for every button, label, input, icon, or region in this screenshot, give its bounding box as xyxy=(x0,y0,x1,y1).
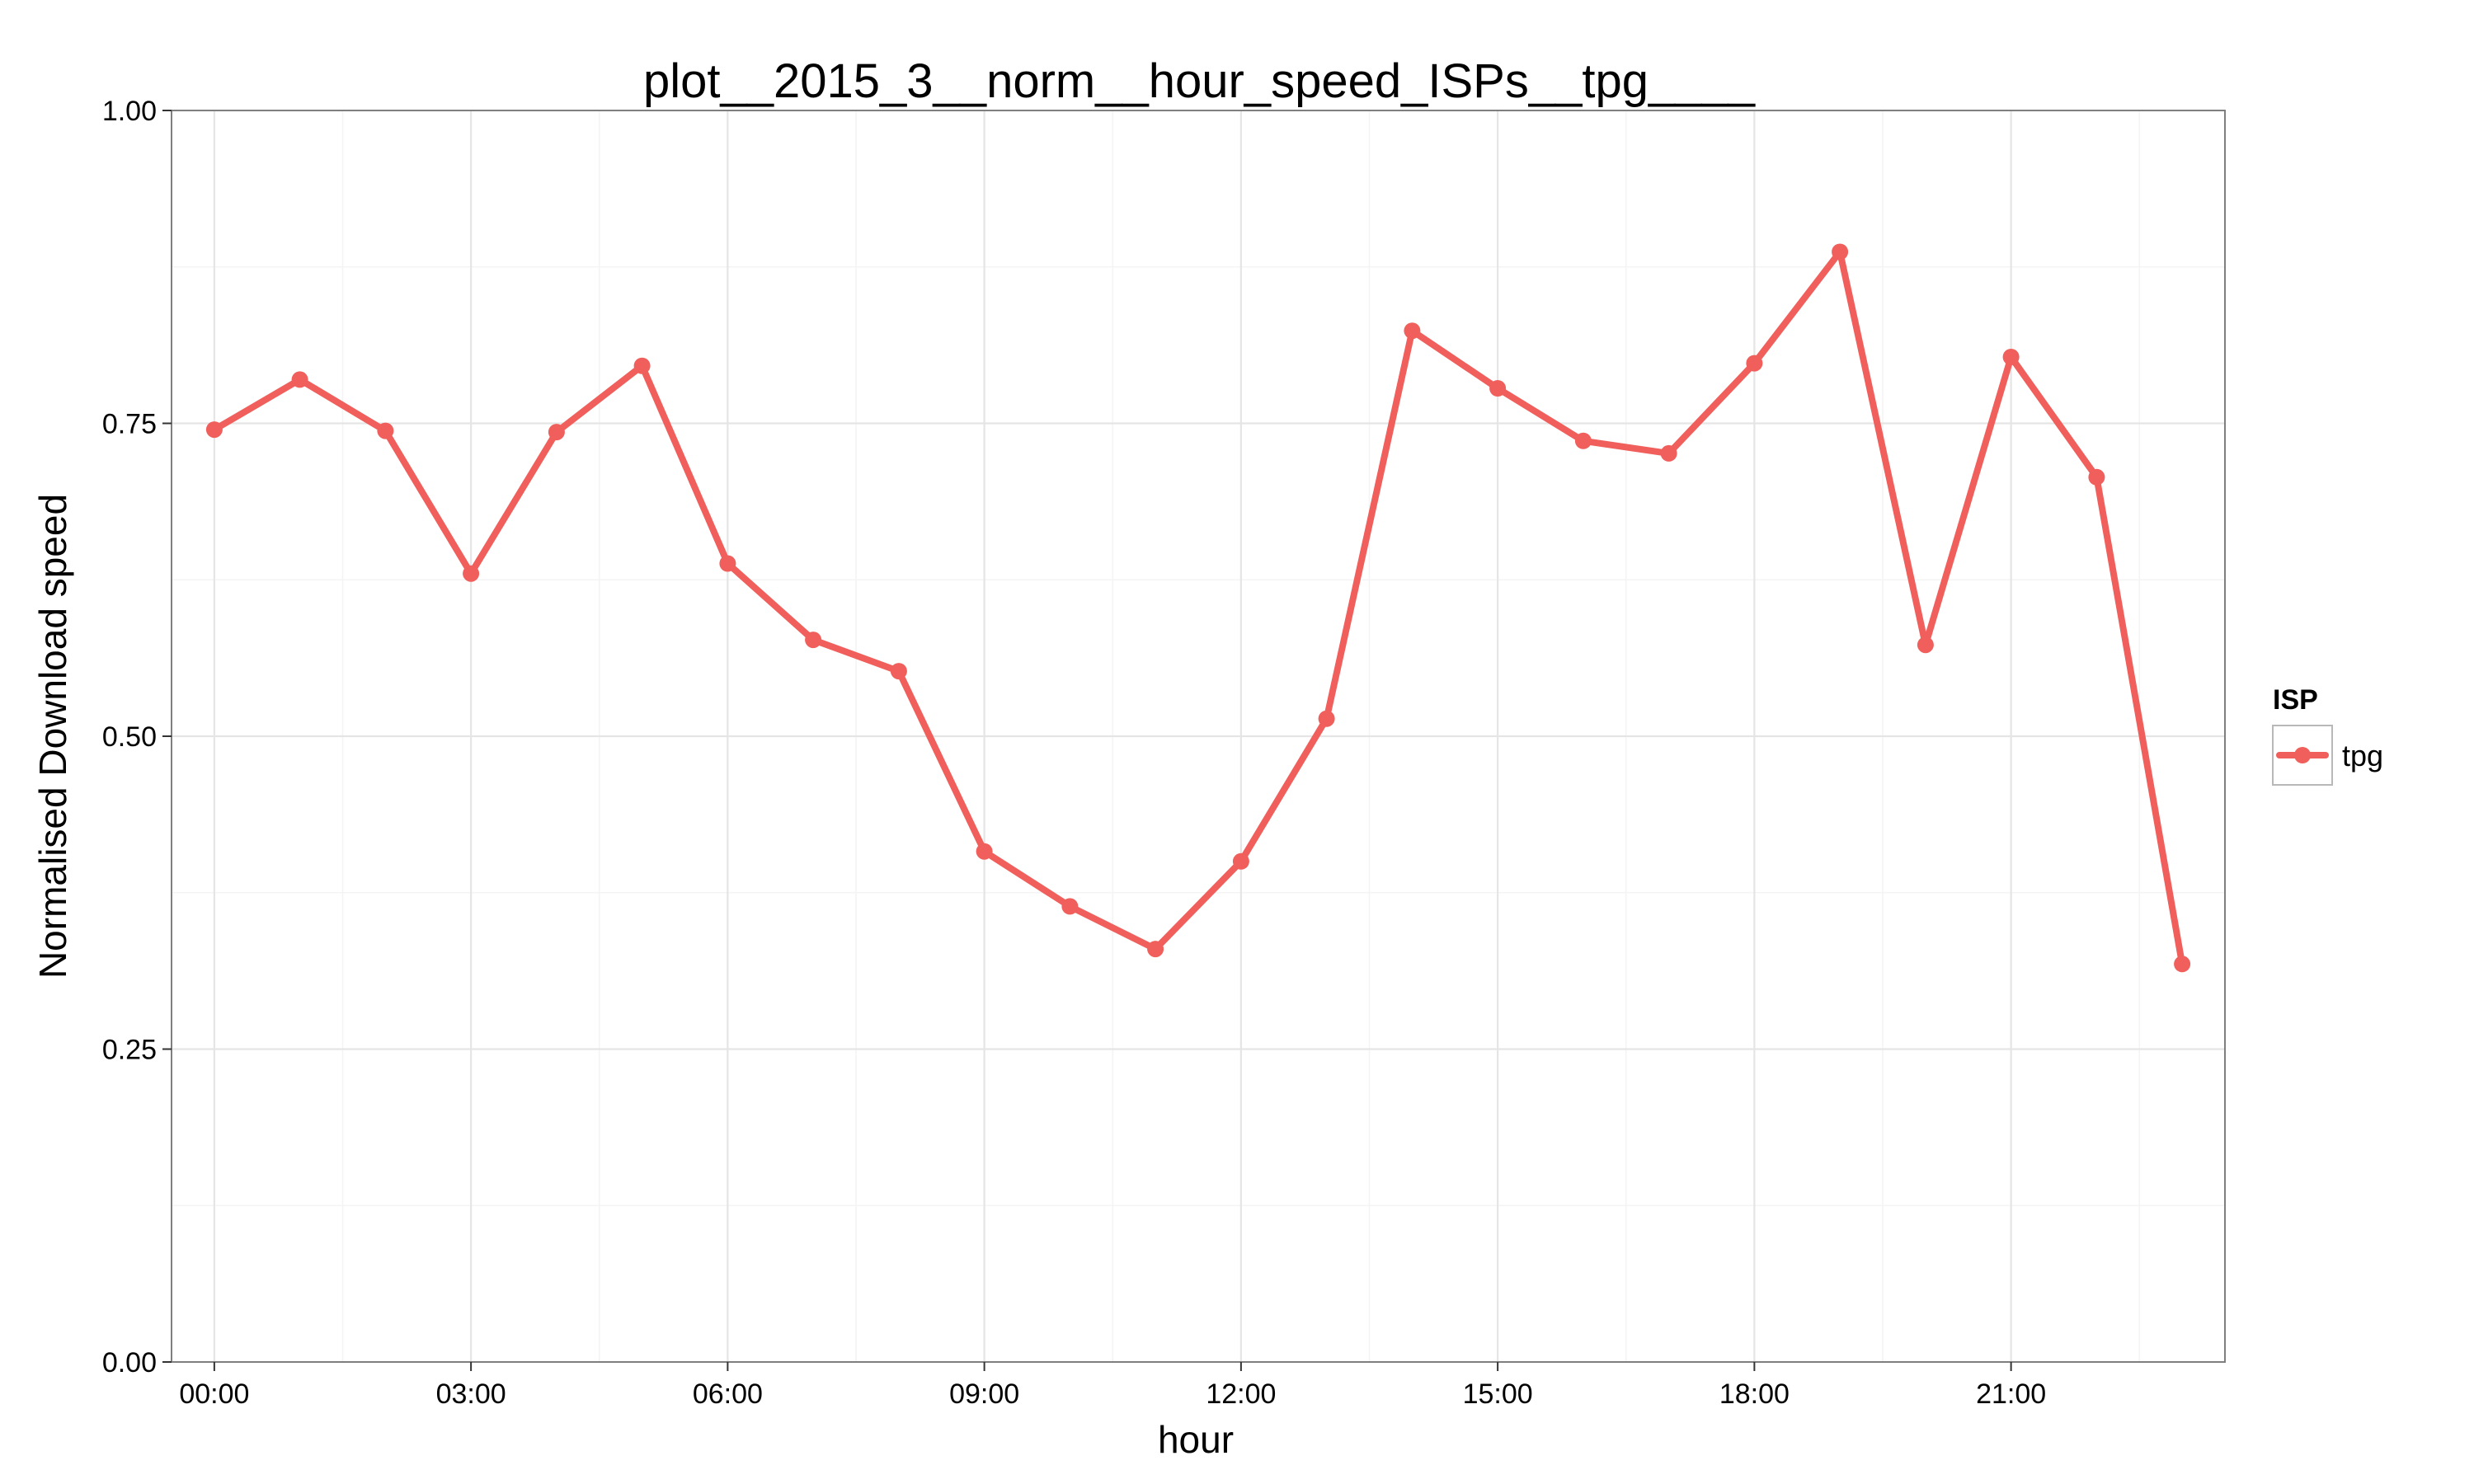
chart-title: plot__2015_3__norm__hour_speed_ISPs__tpg… xyxy=(643,54,1756,108)
data-point-tpg-2200 xyxy=(2088,468,2105,486)
series-points xyxy=(205,243,2191,973)
series-lines xyxy=(210,248,2186,968)
data-point-tpg-0300 xyxy=(463,565,480,582)
legend-key-point xyxy=(2294,747,2311,763)
legend-label-tpg: tpg xyxy=(2342,739,2383,773)
data-point-tpg-1700 xyxy=(1660,444,1677,462)
x-tick-label: 12:00 xyxy=(1206,1378,1276,1410)
y-axis-title: Normalised Download speed xyxy=(31,494,74,979)
data-point-tpg-1500 xyxy=(1489,380,1507,397)
data-point-tpg-1100 xyxy=(1147,941,1164,958)
data-point-tpg-0700 xyxy=(805,632,822,649)
x-tick-label: 09:00 xyxy=(949,1378,1019,1410)
data-point-tpg-0800 xyxy=(890,663,907,680)
data-point-tpg-1000 xyxy=(1061,898,1079,915)
data-point-tpg-1200 xyxy=(1232,852,1249,870)
plot-area xyxy=(171,109,2226,1364)
x-tick-label: 06:00 xyxy=(693,1378,763,1410)
data-point-tpg-2100 xyxy=(2002,349,2020,365)
x-tick-label: 00:00 xyxy=(179,1378,249,1410)
data-point-tpg-2300 xyxy=(2174,956,2191,973)
data-point-tpg-2000 xyxy=(1917,636,1934,654)
x-tick-label: 03:00 xyxy=(436,1378,506,1410)
x-tick-label: 18:00 xyxy=(1719,1378,1790,1410)
x-axis: 00:00 03:00 06:00 09:00 12:00 15:00 18:00 21:00 xyxy=(179,1362,2046,1410)
data-point-tpg-0100 xyxy=(291,371,308,388)
data-point-tpg-1900 xyxy=(1832,243,1849,261)
data-point-tpg-1600 xyxy=(1574,432,1592,449)
data-point-tpg-0500 xyxy=(633,357,651,374)
y-tick-label: 0.00 xyxy=(102,1347,157,1378)
y-tick-label: 0.50 xyxy=(102,721,157,753)
data-point-tpg-0000 xyxy=(205,421,223,439)
data-point-tpg-0900 xyxy=(976,843,993,860)
series-line-tpg xyxy=(210,248,2186,968)
legend: ISP tpg xyxy=(2272,684,2383,786)
y-axis: 0.00 0.25 0.50 0.75 1.00 xyxy=(102,96,172,1378)
legend-title: ISP xyxy=(2273,684,2318,716)
y-tick-label: 0.25 xyxy=(102,1035,157,1066)
data-point-tpg-0600 xyxy=(719,555,736,572)
x-tick-label: 15:00 xyxy=(1463,1378,1533,1410)
y-tick-label: 1.00 xyxy=(102,96,157,127)
data-point-tpg-1800 xyxy=(1746,355,1763,372)
x-axis-title: hour xyxy=(1158,1418,1234,1461)
y-tick-label: 0.75 xyxy=(102,409,157,440)
x-tick-label: 21:00 xyxy=(1976,1378,2046,1410)
data-point-tpg-1300 xyxy=(1318,710,1335,727)
data-point-tpg-1400 xyxy=(1404,322,1421,340)
data-point-tpg-0200 xyxy=(377,422,394,439)
data-point-tpg-0400 xyxy=(548,424,565,441)
